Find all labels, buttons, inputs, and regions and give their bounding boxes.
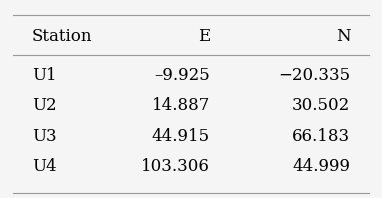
Text: Station: Station [32, 28, 92, 45]
Text: U3: U3 [32, 128, 57, 145]
Text: U1: U1 [32, 67, 57, 84]
Text: 30.502: 30.502 [292, 97, 350, 114]
Text: −20.335: −20.335 [278, 67, 350, 84]
Text: 14.887: 14.887 [152, 97, 210, 114]
Text: 44.999: 44.999 [292, 158, 350, 175]
Text: 44.915: 44.915 [152, 128, 210, 145]
Text: 66.183: 66.183 [292, 128, 350, 145]
Text: N: N [336, 28, 350, 45]
Text: U4: U4 [32, 158, 57, 175]
Text: U2: U2 [32, 97, 57, 114]
Text: 103.306: 103.306 [141, 158, 210, 175]
Text: –9.925: –9.925 [154, 67, 210, 84]
Text: E: E [198, 28, 210, 45]
